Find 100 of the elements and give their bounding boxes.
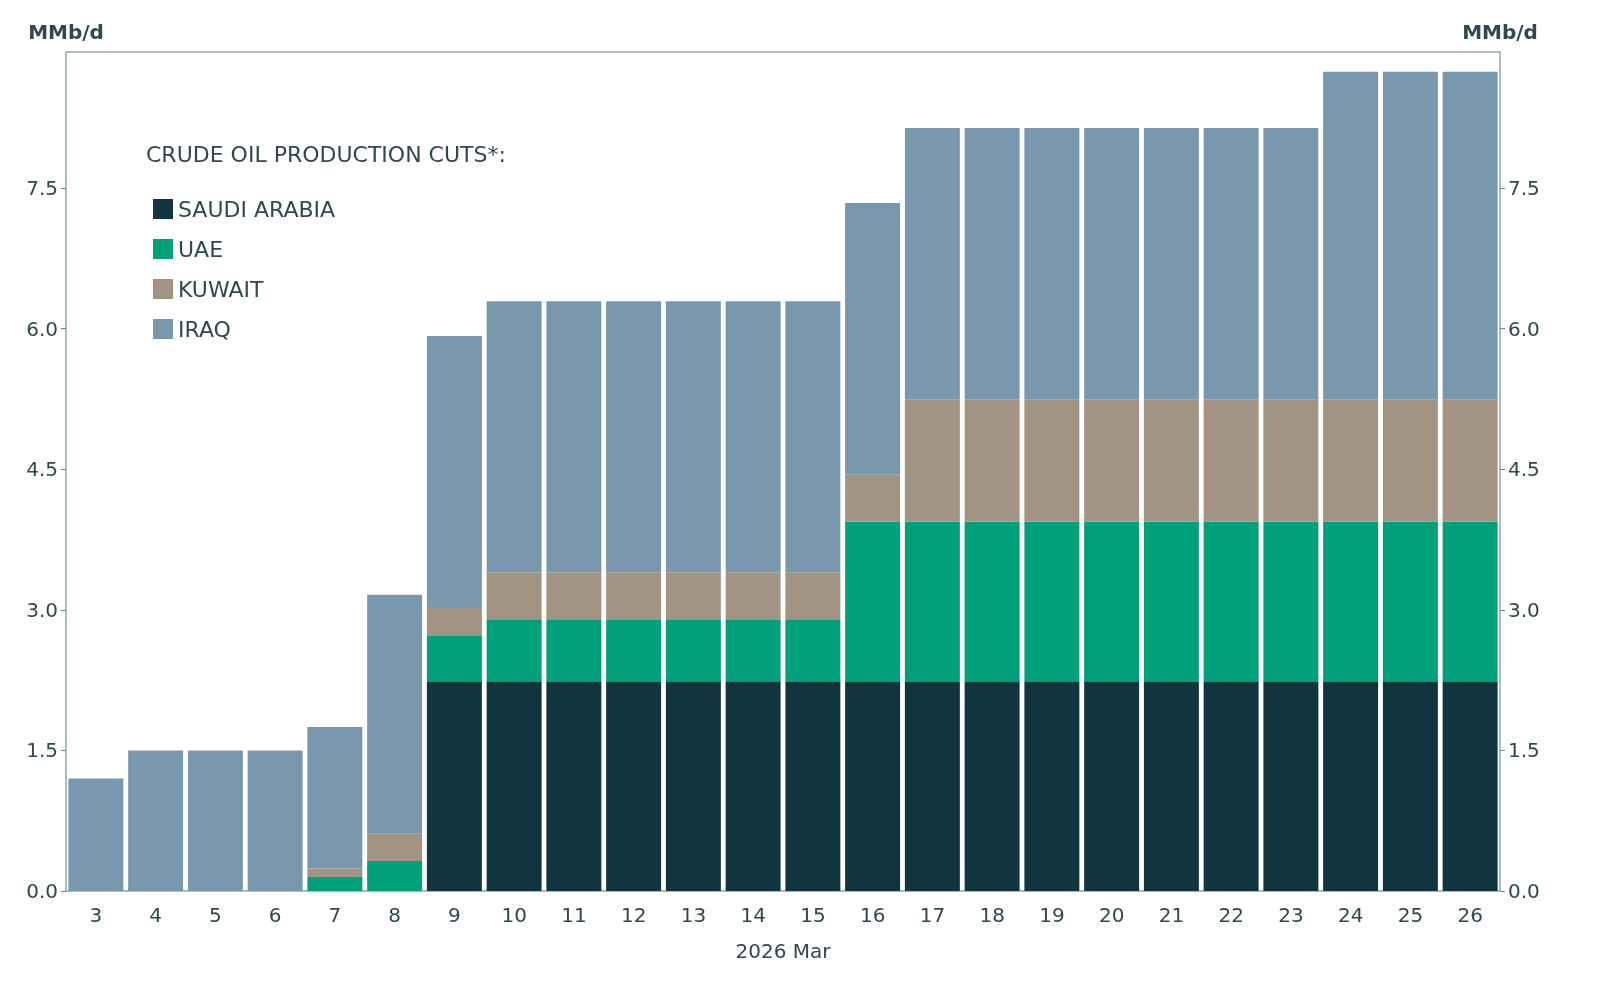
bar <box>845 474 901 522</box>
bar <box>307 876 363 891</box>
y-axis-title: MMb/d <box>28 20 104 44</box>
bar <box>546 301 602 573</box>
bar <box>486 572 542 621</box>
x-tick-label: 12 <box>620 903 647 927</box>
x-tick-label: 15 <box>800 903 826 927</box>
bar <box>1442 399 1498 522</box>
bar <box>1203 399 1259 522</box>
bar <box>1263 681 1319 891</box>
bar <box>1323 71 1379 400</box>
bar <box>964 681 1020 891</box>
y2-tick-label: 6.0 <box>1508 316 1540 341</box>
bar <box>1084 521 1140 682</box>
x-tick-label: 18 <box>979 903 1005 927</box>
bar <box>606 572 662 621</box>
bar <box>1382 521 1438 682</box>
bar <box>486 301 542 573</box>
y-tick-label: 3.0 <box>26 597 58 622</box>
x-tick-label: 9 <box>448 903 461 927</box>
x-tick-label: 19 <box>1039 903 1065 927</box>
bar <box>546 620 602 682</box>
bar <box>725 681 781 891</box>
bar <box>964 127 1020 400</box>
y2-tick-label: 3.0 <box>1508 597 1540 622</box>
x-tick-label: 26 <box>1457 903 1483 927</box>
x-tick-label: 16 <box>859 903 886 927</box>
bar <box>1442 681 1498 891</box>
bar <box>1143 521 1199 682</box>
legend-label: IRAQ <box>178 316 231 342</box>
x-tick-label: 7 <box>328 903 342 927</box>
bar <box>785 572 841 621</box>
bar <box>426 606 482 637</box>
bar <box>1024 127 1080 400</box>
bar <box>1382 681 1438 891</box>
bar <box>725 572 781 621</box>
y2-tick-label: 0.0 <box>1508 879 1540 903</box>
y2-axis-title: MMb/d <box>1462 20 1538 44</box>
legend-label: UAE <box>178 236 224 262</box>
bar <box>1323 681 1379 891</box>
bar <box>247 750 303 891</box>
bar <box>426 336 482 607</box>
bar <box>665 620 721 682</box>
bar <box>486 681 542 891</box>
bar <box>1323 399 1379 522</box>
x-tick-label: 25 <box>1397 903 1424 927</box>
bar <box>1382 71 1438 400</box>
legend-label: KUWAIT <box>178 276 265 302</box>
x-tick-label: 6 <box>268 903 282 927</box>
bar <box>845 521 901 682</box>
y2-tick-label: 7.5 <box>1508 175 1540 200</box>
bar <box>904 399 960 522</box>
x-tick-label: 10 <box>501 903 527 927</box>
x-tick-label: 8 <box>388 903 401 927</box>
x-tick-label: 13 <box>680 903 707 927</box>
bar <box>367 861 423 891</box>
bar <box>546 681 602 891</box>
bar <box>606 620 662 682</box>
bar <box>964 399 1020 522</box>
bar <box>665 301 721 573</box>
bar <box>1084 681 1140 891</box>
bar <box>845 202 901 475</box>
x-tick-label: 20 <box>1098 903 1125 927</box>
bar <box>904 681 960 891</box>
bar <box>1143 127 1199 400</box>
bar <box>1143 399 1199 522</box>
x-axis-title: 2026 Mar <box>735 939 832 963</box>
y-tick-label: 7.5 <box>26 175 58 200</box>
bar <box>725 301 781 573</box>
bar <box>665 572 721 621</box>
y-tick-label: 1.5 <box>26 738 58 763</box>
legend-title: CRUDE OIL PRODUCTION CUTS*: <box>146 141 506 167</box>
bar <box>785 620 841 682</box>
bar <box>904 521 960 682</box>
y-tick-label: 4.5 <box>26 457 58 482</box>
bar <box>1203 521 1259 682</box>
bar <box>1024 521 1080 682</box>
bar <box>1024 399 1080 522</box>
bar <box>665 681 721 891</box>
bar <box>785 301 841 573</box>
legend-label: SAUDI ARABIA <box>178 196 336 222</box>
bar <box>367 833 423 861</box>
x-tick-label: 17 <box>919 903 946 927</box>
bar <box>964 521 1020 682</box>
bar <box>725 620 781 682</box>
x-tick-label: 21 <box>1158 903 1185 927</box>
bar <box>1263 399 1319 522</box>
bar <box>1263 127 1319 400</box>
bar <box>1203 127 1259 400</box>
bar <box>426 636 482 682</box>
bar <box>1024 681 1080 891</box>
bar <box>1203 681 1259 891</box>
bar <box>606 301 662 573</box>
bar <box>486 620 542 682</box>
bar <box>426 681 482 891</box>
bar <box>904 127 960 400</box>
bar <box>307 868 363 877</box>
bar <box>785 681 841 891</box>
bar <box>1442 521 1498 682</box>
x-tick-label: 11 <box>561 903 587 927</box>
